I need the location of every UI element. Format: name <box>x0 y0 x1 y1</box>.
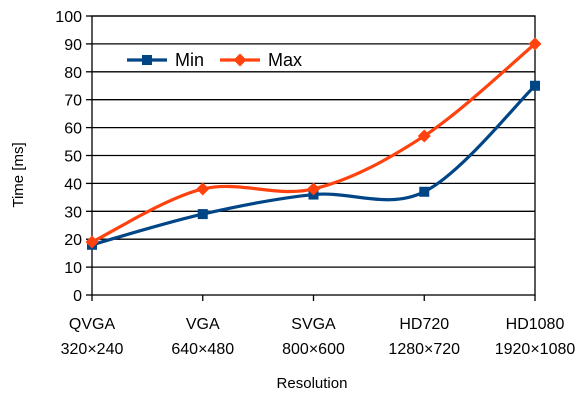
y-tick-labels: 0 10 20 30 40 50 60 70 80 90 100 <box>55 9 82 305</box>
series-line-max <box>90 42 537 244</box>
y-tick-label: 60 <box>64 121 82 138</box>
y-tick-label: 100 <box>55 9 82 26</box>
x-tick-label-name: HD1080 <box>506 316 565 333</box>
legend-label-min: Min <box>175 50 204 70</box>
x-tick-label-name: QVGA <box>69 316 116 333</box>
y-tick-label: 70 <box>64 93 82 110</box>
y-tick-label: 40 <box>64 176 82 193</box>
x-tick-label-name: HD720 <box>399 316 449 333</box>
series-lines <box>90 42 537 247</box>
data-point-max <box>528 37 542 51</box>
data-point-min <box>419 186 430 197</box>
data-point-min <box>530 80 540 91</box>
x-tick-label-size: 800×600 <box>282 341 345 358</box>
data-point-min <box>197 209 208 220</box>
y-tick-label: 30 <box>64 204 82 221</box>
data-point-max <box>196 182 210 196</box>
x-tick-label-name: SVGA <box>291 316 336 333</box>
x-tick-label-name: VGA <box>186 316 220 333</box>
x-tick-labels: QVGA 320×240 VGA 640×480 SVGA 800×600 HD720 128… <box>61 316 576 358</box>
x-axis-title: Resolution <box>277 375 348 392</box>
series-markers <box>85 37 542 250</box>
data-point-max <box>417 129 431 143</box>
legend-marker-min <box>142 55 152 65</box>
data-point-max <box>307 182 320 196</box>
legend-marker-max <box>233 53 247 67</box>
x-tick-label-size: 1920×1080 <box>495 341 576 358</box>
x-tick-label-size: 640×480 <box>171 341 234 358</box>
y-tick-label: 10 <box>64 260 82 277</box>
legend: Min Max <box>127 50 302 70</box>
y-tick-label: 20 <box>64 232 82 249</box>
x-tick-label-size: 1280×720 <box>388 341 460 358</box>
legend-label-max: Max <box>268 50 302 70</box>
y-tick-label: 80 <box>64 65 82 82</box>
series-line-min <box>90 84 537 247</box>
y-tick-label: 50 <box>64 149 82 166</box>
y-axis-title: Time [ms] <box>10 142 27 207</box>
x-tick-label-size: 320×240 <box>61 341 124 358</box>
data-point-max <box>85 235 99 249</box>
gridlines <box>92 15 535 268</box>
y-tick-label: 90 <box>64 37 82 54</box>
y-tick-label: 0 <box>73 288 82 305</box>
